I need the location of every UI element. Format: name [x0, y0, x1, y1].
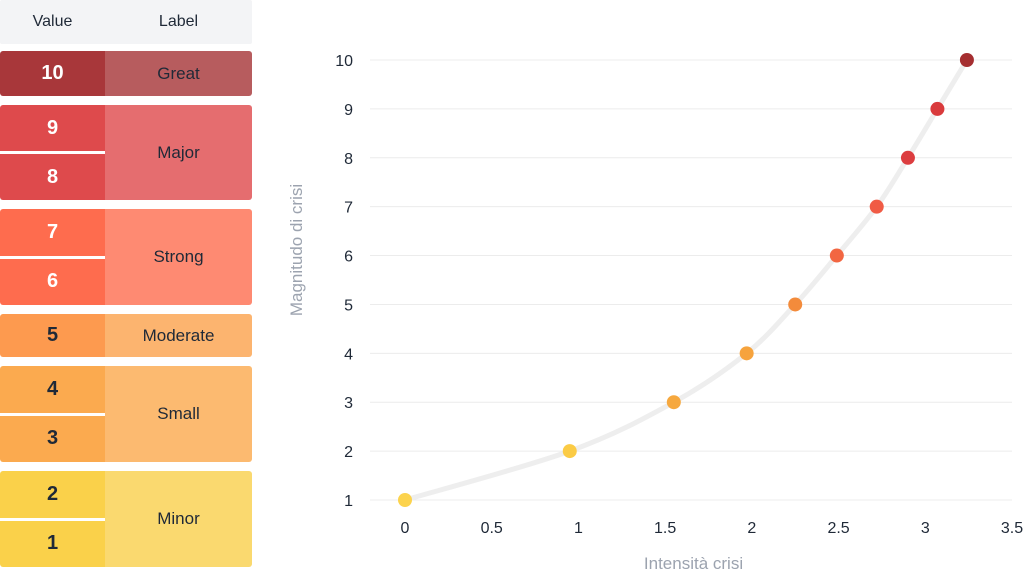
value-cell: 4 — [0, 366, 105, 413]
x-tick-label: 1.5 — [654, 520, 676, 537]
value-column-header: Value — [32, 13, 73, 30]
y-tick-label: 4 — [344, 346, 353, 363]
x-tick-label: 3 — [921, 520, 930, 537]
data-point — [788, 297, 803, 312]
data-point — [959, 53, 974, 67]
value-cell: 5 — [0, 314, 105, 357]
y-tick-label: 5 — [344, 297, 353, 314]
value-cell: 8 — [0, 154, 105, 200]
x-tick-label: 2.5 — [827, 520, 849, 537]
value-cell: 10 — [0, 51, 105, 96]
label-cell: Great — [105, 51, 252, 96]
cell-divider — [0, 255, 105, 259]
value-cell: 3 — [0, 415, 105, 462]
data-point — [562, 444, 577, 459]
value-cells: 10 — [0, 51, 105, 96]
y-tick-label: 8 — [344, 151, 353, 168]
y-tick-label: 3 — [344, 395, 353, 412]
x-tick-label: 3.5 — [1001, 520, 1023, 537]
cell-divider — [0, 151, 105, 154]
scale-group-strong: 7 6 Strong — [0, 209, 252, 305]
data-point — [398, 493, 412, 507]
data-point — [739, 346, 754, 361]
x-tick-label: 0.5 — [481, 520, 503, 537]
scale-group-small: 4 3 Small — [0, 366, 252, 462]
y-tick-label: 2 — [344, 444, 353, 461]
data-point — [666, 395, 681, 410]
y-axis-title: Magnitudo di crisi — [287, 184, 306, 316]
label-cell: Small — [105, 366, 252, 462]
scale-table: Value Label — [0, 0, 252, 44]
label-cell: Strong — [105, 209, 252, 305]
value-cell: 2 — [0, 471, 105, 518]
grid-lines — [370, 59, 1012, 501]
label-cell: Minor — [105, 471, 252, 567]
label-column-header: Label — [158, 13, 199, 30]
trend-line — [404, 58, 970, 503]
cell-divider — [0, 412, 105, 416]
data-point — [900, 150, 915, 165]
scale-group-minor: 2 1 Minor — [0, 471, 252, 567]
data-point — [930, 101, 945, 116]
value-cell: 7 — [0, 209, 105, 256]
value-cells: 5 — [0, 314, 105, 357]
y-tick-label: 6 — [344, 249, 353, 266]
value-cell: 1 — [0, 520, 105, 567]
x-axis-title: Intensità crisi — [644, 554, 743, 573]
x-axis: 0 0.5 1 1.5 2 2.5 3 3.5 — [401, 520, 1024, 537]
x-tick-label: 2 — [747, 520, 756, 537]
x-tick-label: 0 — [401, 520, 410, 537]
data-points — [398, 53, 974, 507]
x-tick-label: 1 — [574, 520, 583, 537]
scale-group-major: 9 8 Major — [0, 105, 252, 200]
scale-group-great: 10 Great — [0, 51, 252, 96]
label-cell: Major — [105, 105, 252, 200]
data-point — [869, 199, 884, 214]
scale-group-moderate: 5 Moderate — [0, 314, 252, 357]
y-tick-label: 7 — [344, 200, 353, 217]
data-point — [829, 248, 844, 263]
value-cell: 6 — [0, 258, 105, 305]
table-header: Value Label — [0, 0, 252, 44]
cell-divider — [0, 517, 105, 521]
y-tick-label: 9 — [344, 102, 353, 119]
y-tick-label: 10 — [335, 53, 353, 70]
value-cell: 9 — [0, 105, 105, 151]
label-cell: Moderate — [105, 314, 252, 357]
y-axis: 1 2 3 4 5 6 7 8 9 10 — [335, 53, 353, 510]
y-tick-label: 1 — [344, 493, 353, 510]
